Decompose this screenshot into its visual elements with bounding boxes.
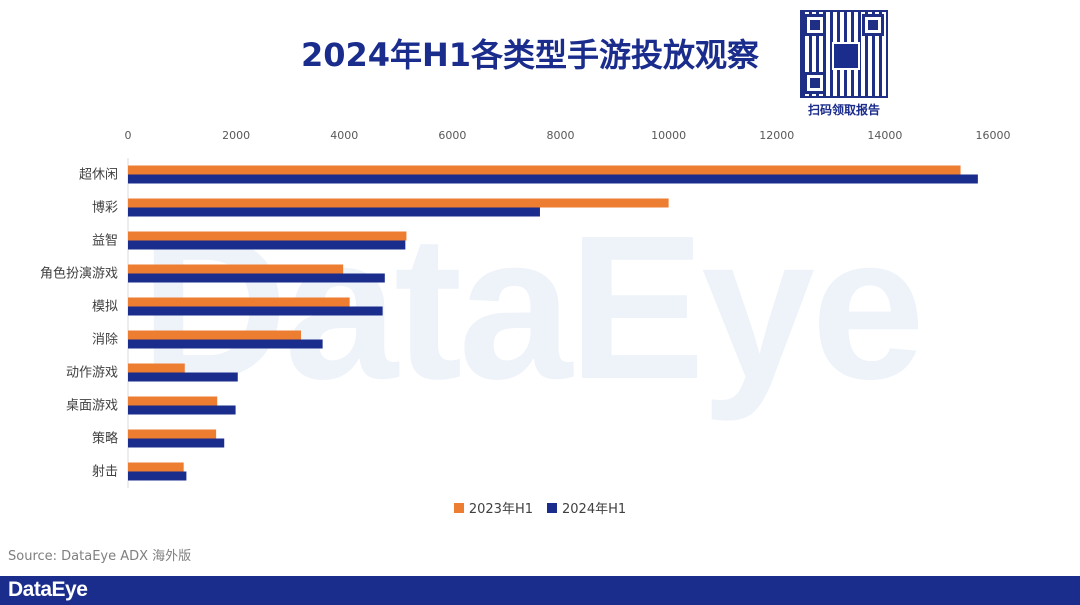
bar-2024 — [128, 405, 236, 415]
footer-bar: DataEye — [0, 576, 1080, 605]
bar-chart: 0 2000 4000 6000 8000 10000 12000 14000 16000 超休… — [40, 129, 1011, 488]
bar-2024 — [128, 372, 238, 382]
bar-2023 — [128, 330, 301, 340]
category-label: 角色扮演游戏 — [40, 266, 118, 282]
bar-2023 — [128, 264, 344, 274]
category-label: 超休闲 — [79, 168, 118, 183]
qr-finder-icon — [804, 14, 826, 36]
category-label: 博彩 — [92, 201, 118, 216]
category-label: 射击 — [92, 464, 118, 480]
x-tick-label: 12000 — [759, 129, 794, 142]
x-tick-label: 14000 — [867, 129, 902, 142]
legend-swatch-2023 — [453, 502, 464, 513]
bar-2024 — [128, 438, 225, 448]
x-tick-label: 0 — [125, 129, 132, 142]
bar-2024 — [128, 306, 383, 316]
chart-legend: 2023年H1 2024年H1 — [0, 498, 1080, 517]
bar-2023 — [128, 165, 961, 175]
bar-2023 — [128, 198, 669, 208]
qr-code-block[interactable]: 扫码领取报告 — [800, 10, 888, 118]
legend-swatch-2024 — [547, 502, 557, 513]
bar-2024 — [128, 207, 540, 217]
bar-2023 — [128, 363, 185, 373]
source-note: Source: DataEye ADX 海外版 — [8, 549, 192, 564]
category-label: 动作游戏 — [66, 366, 118, 381]
qr-caption: 扫码领取报告 — [807, 103, 880, 117]
qr-code-icon — [800, 10, 888, 98]
bar-2023 — [128, 297, 350, 307]
bar-2024 — [128, 471, 187, 481]
x-tick-label: 6000 — [438, 129, 466, 142]
footer-logo: DataEye — [8, 578, 88, 601]
bar-2023 — [128, 462, 184, 472]
x-tick-label: 4000 — [330, 129, 358, 142]
bar-2024 — [128, 273, 385, 283]
bar-2023 — [128, 396, 218, 406]
bar-2024 — [128, 240, 406, 250]
category-label: 策略 — [92, 431, 118, 447]
bar-2024 — [128, 174, 978, 184]
bar-2024 — [128, 339, 323, 349]
legend-label-2023: 2023年H1 — [468, 502, 533, 517]
category-label: 桌面游戏 — [66, 399, 118, 414]
x-tick-label: 2000 — [222, 129, 250, 142]
chart-title: 2024年H1各类型手游投放观察 — [300, 36, 760, 74]
x-tick-label: 16000 — [976, 129, 1011, 142]
x-tick-label: 10000 — [651, 129, 686, 142]
bar-2023 — [128, 231, 407, 241]
legend-item-2023: 2023年H1 — [453, 498, 533, 517]
qr-finder-icon — [862, 14, 884, 36]
legend-label-2024: 2024年H1 — [562, 502, 627, 517]
category-label: 模拟 — [92, 300, 118, 315]
bar-2023 — [128, 429, 217, 439]
category-label: 消除 — [92, 333, 118, 348]
x-tick-label: 8000 — [547, 129, 575, 142]
qr-finder-icon — [804, 72, 826, 94]
qr-logo-icon — [832, 42, 860, 70]
category-label: 益智 — [92, 234, 118, 249]
legend-item-2024: 2024年H1 — [547, 498, 626, 517]
